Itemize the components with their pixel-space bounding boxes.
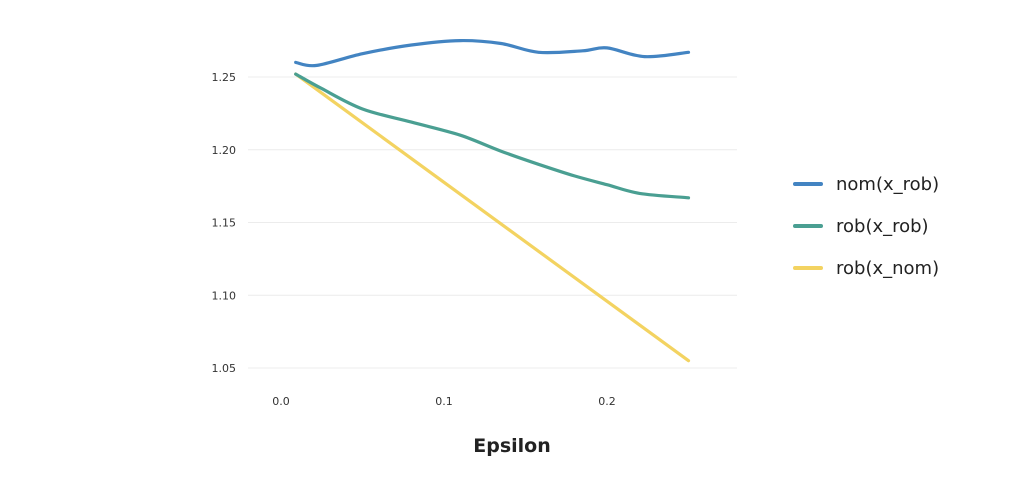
grid-lines: [248, 76, 737, 369]
x-tick-label-0.2: 0.2: [598, 395, 616, 408]
plot-series: [294, 38, 691, 363]
y-axis-ticks: 1.05 1.10 1.15 1.20 1.25: [212, 71, 237, 375]
x-axis-ticks: 0.0 0.1 0.2: [272, 395, 616, 408]
x-axis-title: Epsilon: [473, 435, 551, 457]
legend-label-rob-x-rob: rob(x_rob): [836, 216, 929, 237]
legend-label-nom-x-rob: nom(x_rob): [836, 174, 939, 195]
y-tick-label-1.25: 1.25: [212, 71, 237, 84]
legend: nom(x_rob) rob(x_rob) rob(x_nom): [793, 174, 939, 279]
y-tick-label-1.10: 1.10: [212, 289, 237, 302]
x-tick-label-0.1: 0.1: [435, 395, 453, 408]
x-tick-label-0.0: 0.0: [272, 395, 290, 408]
y-tick-label-1.15: 1.15: [212, 217, 237, 230]
y-tick-label-1.20: 1.20: [212, 144, 237, 157]
legend-label-rob-x-nom: rob(x_nom): [836, 258, 939, 279]
series-line-nom-x-rob: [294, 38, 691, 68]
series-line-rob-x-nom: [294, 72, 691, 363]
series-line-rob-x-rob: [294, 72, 691, 200]
y-tick-label-1.05: 1.05: [212, 362, 237, 375]
